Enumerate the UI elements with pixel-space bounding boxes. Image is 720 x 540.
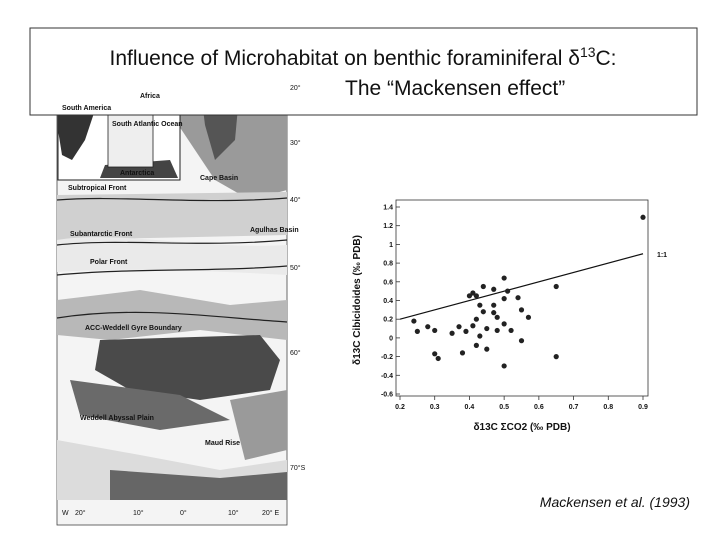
- map-label: Cape Basin: [200, 175, 238, 182]
- x-tick-label: 0.9: [638, 404, 648, 411]
- title-end: C:: [596, 47, 617, 70]
- lat-label: 20°: [290, 84, 301, 92]
- point: [473, 293, 479, 299]
- y-tick-label: 0.6: [383, 279, 393, 286]
- citation: Mackensen et al. (1993): [540, 494, 690, 510]
- point: [501, 296, 507, 302]
- map-label: Polar Front: [90, 259, 128, 266]
- point: [501, 275, 507, 281]
- lon-label: 10°: [228, 509, 239, 517]
- x-axis-label: δ13C ΣCO2 (‰ PDB): [473, 422, 570, 433]
- point: [473, 316, 479, 322]
- map: [56, 84, 288, 526]
- x-tick-label: 0.6: [534, 404, 544, 411]
- point: [470, 323, 476, 329]
- point: [640, 214, 646, 220]
- point: [491, 302, 497, 308]
- point: [501, 363, 507, 369]
- y-tick-label: -0.4: [381, 373, 393, 380]
- point: [494, 314, 500, 320]
- point: [491, 310, 497, 316]
- map-label: Subantarctic Front: [70, 231, 133, 238]
- y-tick-label: 1.2: [383, 223, 393, 230]
- lon-label: 20°: [75, 509, 86, 517]
- point: [480, 283, 486, 290]
- reference-label: 1:1: [657, 252, 667, 259]
- point: [494, 327, 500, 334]
- lat-label: 60°: [290, 349, 301, 357]
- point: [456, 324, 462, 330]
- point: [432, 351, 438, 357]
- lon-label: W: [62, 510, 69, 517]
- y-tick-label: 0.4: [383, 298, 393, 305]
- map-label: Subtropical Front: [68, 185, 127, 192]
- point: [477, 302, 483, 308]
- point: [484, 346, 490, 352]
- point: [470, 290, 476, 296]
- point: [491, 286, 497, 292]
- point: [477, 333, 483, 339]
- point: [518, 338, 525, 344]
- point: [449, 330, 455, 336]
- point: [463, 328, 469, 334]
- point: [414, 328, 420, 334]
- map-label: ACC-Weddell Gyre Boundary: [85, 325, 182, 332]
- map-label: Antarctica: [120, 170, 154, 177]
- point: [553, 283, 559, 290]
- x-tick-label: 0.5: [499, 404, 509, 411]
- map-label: South Atlantic Ocean: [112, 121, 183, 128]
- point: [473, 342, 479, 348]
- point: [435, 355, 441, 362]
- point: [459, 350, 466, 356]
- point: [425, 324, 431, 330]
- lon-label: 10°: [133, 509, 144, 517]
- point: [515, 295, 521, 301]
- point: [505, 288, 511, 294]
- map-label: Maud Rise: [205, 440, 240, 447]
- title-box: [29, 27, 698, 116]
- point: [484, 325, 490, 332]
- lat-label: 50°: [290, 264, 301, 272]
- reference-line: [399, 253, 644, 320]
- lon-label: 0°: [180, 509, 187, 517]
- chart-frame: [395, 199, 649, 397]
- x-tick-label: 0.7: [569, 404, 579, 411]
- lat-label: 40°: [290, 196, 301, 204]
- map-label: Africa: [140, 93, 160, 100]
- y-tick-label: 1: [389, 242, 393, 249]
- map-label: Weddell Abyssal Plain: [80, 415, 154, 422]
- x-tick-label: 0.2: [395, 404, 405, 411]
- map-label: South America: [62, 105, 111, 112]
- point: [501, 321, 507, 327]
- point: [466, 293, 473, 299]
- point: [525, 314, 532, 320]
- point: [432, 327, 438, 334]
- lon-label: 20° E: [262, 509, 280, 517]
- y-tick-label: 0: [389, 335, 393, 342]
- x-tick-label: 0.3: [430, 404, 440, 411]
- y-tick-label: -0.6: [381, 392, 393, 399]
- point: [508, 327, 514, 334]
- lat-label: 70°S: [290, 464, 306, 472]
- point: [411, 318, 417, 324]
- map-label: Agulhas Basin: [250, 227, 299, 234]
- x-tick-label: 0.8: [603, 404, 613, 411]
- y-axis-label: δ13C Cibicidoides (‰ PDB): [352, 235, 363, 365]
- point: [518, 307, 525, 313]
- title-line1: Influence of Microhabitat on benthic for…: [109, 44, 616, 70]
- lat-label: 30°: [290, 139, 301, 147]
- title-sup: 13: [580, 44, 596, 60]
- y-tick-label: -0.2: [381, 354, 393, 361]
- title-text: Influence of Microhabitat on benthic for…: [109, 47, 579, 70]
- point: [480, 309, 486, 315]
- title-line2: The “Mackensen effect”: [345, 77, 565, 100]
- x-tick-label: 0.4: [465, 404, 475, 411]
- y-tick-label: 0.2: [383, 317, 393, 324]
- y-tick-label: 0.8: [383, 261, 393, 268]
- point: [553, 354, 559, 360]
- y-tick-label: 1.4: [383, 205, 393, 212]
